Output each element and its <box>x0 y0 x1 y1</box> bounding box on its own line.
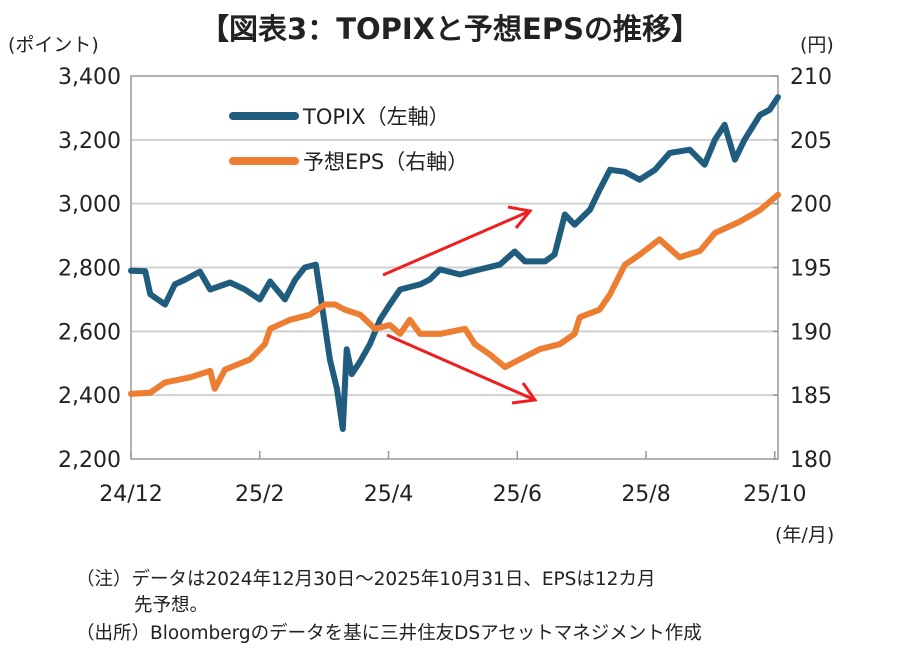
y-tick-label-left: 3,200 <box>58 129 121 154</box>
y-tick-label-left: 2,200 <box>58 448 121 473</box>
x-axis-unit: (年/月) <box>775 524 835 546</box>
trend-arrow-down <box>386 333 538 405</box>
y-tick-label-left: 3,400 <box>58 65 121 90</box>
x-tick-label: 25/2 <box>235 482 284 507</box>
note-line-1: （注）データは2024年12月30日～2025年10月31日、EPSは12カ月 <box>76 569 656 590</box>
y-tick-label-right: 205 <box>790 129 832 154</box>
y-tick-label-right: 180 <box>790 448 832 473</box>
left-axis-unit: (ポイント) <box>8 34 99 56</box>
series-line-topix <box>128 94 781 432</box>
legend: TOPIX（左軸） 予想EPS（右軸） <box>229 105 468 174</box>
y-tick-label-left: 3,000 <box>58 193 121 218</box>
legend-label-topix: TOPIX（左軸） <box>302 105 450 129</box>
x-tick-label: 25/6 <box>493 482 542 507</box>
source-line: （出所）Bloombergのデータを基に三井住友DSアセットマネジメント作成 <box>76 623 702 644</box>
x-tick-label: 25/8 <box>621 482 670 507</box>
note-line-2: 先予想。 <box>134 595 209 616</box>
right-axis-unit: (円) <box>800 34 834 56</box>
y-tick-label-right: 195 <box>790 257 832 282</box>
y-tick-label-right: 210 <box>790 65 832 90</box>
series-line-eps <box>128 191 781 397</box>
y-tick-label-left: 2,600 <box>58 320 121 345</box>
x-tick-label: 24/12 <box>99 482 162 507</box>
legend-label-eps: 予想EPS（右軸） <box>303 150 468 174</box>
chart-title: 【図表3：TOPIXと予想EPSの推移】 <box>200 12 700 46</box>
y-tick-label-right: 200 <box>790 193 832 218</box>
trend-arrow-up <box>382 205 533 277</box>
x-tick-label: 25/4 <box>364 482 413 507</box>
y-tick-label-right: 185 <box>790 384 832 409</box>
y-tick-label-right: 190 <box>790 320 832 345</box>
y-tick-label-left: 2,800 <box>58 257 121 282</box>
y-tick-label-left: 2,400 <box>58 384 121 409</box>
x-tick-label: 25/10 <box>743 482 806 507</box>
